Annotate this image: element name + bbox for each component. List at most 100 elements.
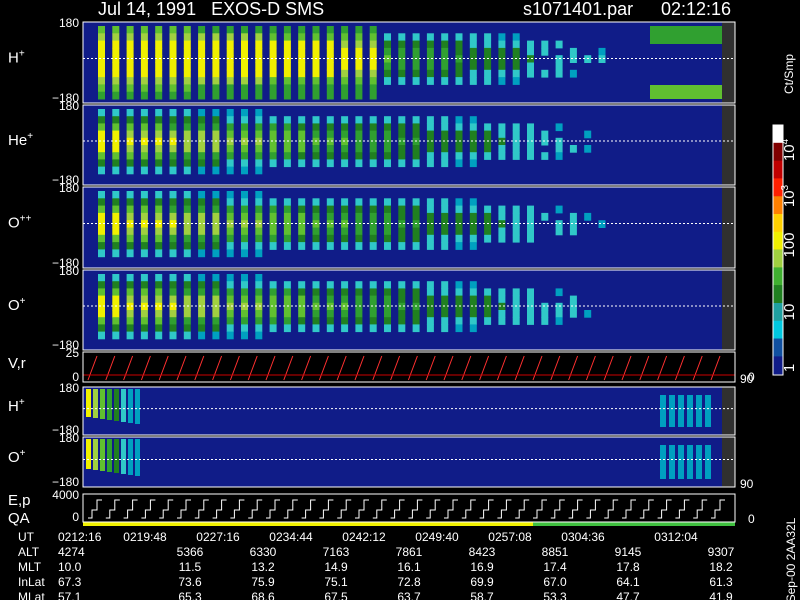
spectrum-cell [512,227,520,236]
spectrum-cell [469,145,477,153]
spectrum-cell [326,288,334,297]
spectrum-cell [426,220,434,228]
spectrum-cell [169,84,177,93]
spectrum-cell [412,295,420,304]
spectrum-cell [412,130,420,139]
spectrum-cell [441,40,449,49]
spectrum-cell [398,55,406,63]
spectrum-cell [455,123,463,132]
spectrum-cell [341,310,349,318]
spectrum-cell [255,26,263,34]
spectrum-cell [341,84,349,93]
spectrum-cell [650,26,722,44]
spectrum-cell [298,212,306,221]
spectrum-cell [107,439,112,472]
spectrum-cell [455,47,463,56]
spectrum-cell [312,302,320,311]
right-tick-label: 0 [748,370,755,384]
spectrum-cell [441,234,449,243]
panel-label-base: O [8,215,20,232]
row-label: UT [18,530,35,544]
spectrum-cell [384,47,391,56]
spectrum-cell [426,212,434,221]
spectrum-cell [126,331,134,340]
spectrum-cell [155,302,163,311]
spectrum-cell [455,324,463,333]
spectrum-cell [326,159,334,168]
spectrum-cell [355,324,363,333]
spectrum-cell [212,123,220,132]
spectrum-cell [269,26,277,34]
spectrum-cell [126,198,134,207]
spectrum-cell [541,212,549,221]
row-label: ALT [18,545,40,559]
spectrum-cell [169,137,177,146]
spectrum-cell [412,205,420,214]
y-tick-label: −180 [52,91,79,105]
spectrum-cell [126,166,134,175]
spectrum-cell [298,69,306,78]
spectrum-cell [112,152,120,160]
spectrum-cell [241,55,248,63]
spectrum-cell [155,26,163,34]
spectrum-cell [112,242,120,250]
spectrum-cell [140,220,148,228]
spectrum-cell [369,198,377,207]
spectrum-cell [441,288,449,297]
panel-label-sup: + [20,296,26,307]
spectrum-cell [696,445,702,479]
spectrum-cell [355,33,363,42]
spectrum-cell [269,317,277,325]
spectrum-cell [140,84,148,93]
spectrum-cell [198,77,206,85]
spectrum-cell [512,234,520,243]
spectrum-cell [112,130,120,139]
spectrum-cell [155,317,163,325]
table-cell: 41.9 [709,590,733,600]
spectrum-cell [326,91,334,100]
spectrum-cell [527,55,534,63]
spectrum-cell [341,227,349,236]
spectrum-cell [441,205,449,214]
spectrum-cell [527,234,534,243]
spectrum-cell [598,47,606,56]
spectrum-cell [584,55,592,63]
spectrum-cell [183,220,191,228]
spectrum-cell [126,123,134,132]
spectrum-cell [498,123,506,132]
spectrum-cell [283,198,291,207]
spectrum-cell [198,69,206,78]
spectrum-cell [155,137,163,146]
spectrum-cell [469,310,477,318]
spectrum-cell [441,77,449,85]
spectrum-cell [255,137,263,146]
spectrum-cell [412,62,420,71]
y-tick-label: −180 [52,173,79,187]
spectrum-cell [498,40,506,49]
spectrum-cell [98,191,105,199]
spectrum-cell [241,40,248,49]
spectrum-cell [326,40,334,49]
spectrum-cell [384,242,391,250]
spectrum-cell [255,227,263,236]
panel-label: H+ [8,397,25,415]
plots [82,21,784,526]
table-cell: 9145 [615,545,642,559]
spectrum-cell [555,302,563,311]
colorbar-label-base: 100 [781,232,798,257]
table-cell: 16.1 [397,560,421,574]
spectrum-cell [441,310,449,318]
spectrum-cell [660,445,666,479]
spectrum-cell [183,123,191,132]
spectrum-cell [326,281,334,289]
spectrum-cell [355,295,363,304]
spectrum-cell [98,242,105,250]
table-cell: 47.7 [616,590,640,600]
spectrum-cell [512,123,520,132]
spectrum-cell [355,310,363,318]
table-cell: 72.8 [397,575,421,589]
spectrum-cell [298,220,306,228]
spectrum-cell [569,55,577,63]
spectrum-cell [283,324,291,333]
spectrum-cell [269,242,277,250]
